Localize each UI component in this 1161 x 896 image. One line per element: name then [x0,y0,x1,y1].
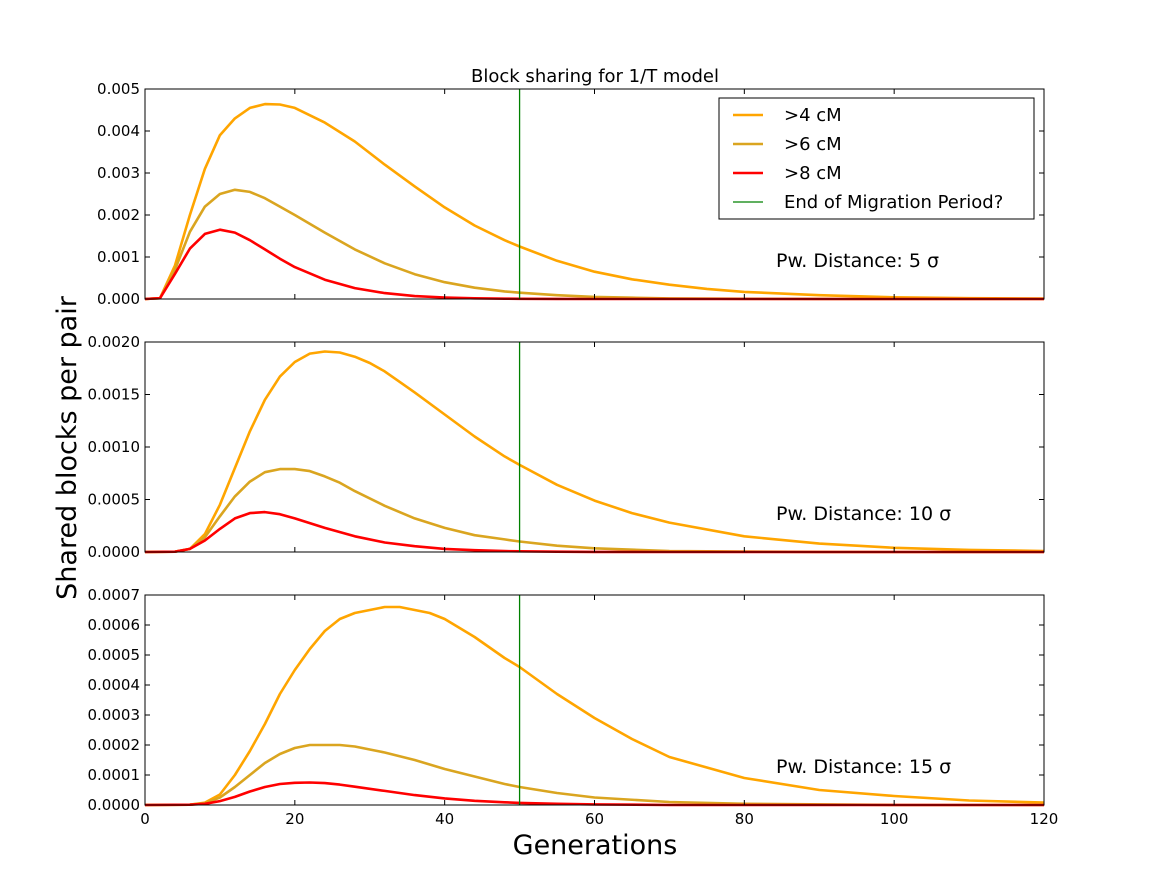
series-line-1 [144,605,1045,807]
y-tick-label: 0.0003 [88,706,141,724]
panel-1: 0.000 0.001 0.002 0.003 0.004 0.005 Pw. Distan… [97,80,1045,308]
y-tick-label: 0.0005 [88,646,141,664]
y-tick-label: 0.0000 [88,543,141,561]
y-tick-label: 0.0015 [88,386,141,404]
series-line-2 [144,467,1044,554]
legend-label-2: >6 cM [784,134,842,155]
y-tick-label: 0.0020 [88,333,141,351]
panel-annotation: Pw. Distance: 5 σ [776,250,939,272]
y-tick-label: 0.0001 [88,766,141,784]
x-tick-label: 20 [285,810,304,828]
x-tick-label: 60 [585,810,604,828]
chart-panels: 0.000 0.001 0.002 0.003 0.004 0.005 Pw. Distan… [88,80,1059,828]
chart-title: Block sharing for 1/T model [471,66,719,87]
series-line-2 [144,743,1044,807]
panel-annotation: Pw. Distance: 15 σ [776,756,951,778]
legend-label-3: >8 cM [784,163,842,184]
y-tick-label: 0.001 [97,248,140,266]
y-tick-label: 0.000 [97,290,140,308]
legend: >4 cM >6 cM >8 cM End of Migration Period? [718,97,1035,220]
y-tick-label: 0.0010 [88,438,141,456]
panel-2: 0.0000 0.0005 0.0010 0.0015 0.0020 Pw. Distan… [88,333,1045,561]
y-tick-label: 0.003 [97,164,140,182]
series-line-1 [144,350,1045,554]
series-line-1 [144,102,1045,301]
y-tick-label: 0.0002 [88,736,141,754]
x-tick-label: 40 [435,810,454,828]
x-axis-label: Generations [513,830,678,861]
legend-label-1: >4 cM [784,105,842,126]
y-tick-label: 0.0006 [88,616,141,634]
x-tick-label: 100 [880,810,909,828]
y-tick-label: 0.0005 [88,491,141,509]
legend-box [718,97,1035,220]
panel-annotation: Pw. Distance: 10 σ [776,503,951,525]
y-tick-label: 0.002 [97,206,140,224]
y-tick-label: 0.0000 [88,796,141,814]
y-axis-label: Shared blocks per pair [52,295,83,600]
y-tick-label: 0.005 [97,80,140,98]
y-tick-label: 0.0004 [88,676,141,694]
x-tick-label: 0 [140,810,150,828]
x-tick-label: 80 [735,810,754,828]
y-tick-label: 0.004 [97,122,140,140]
legend-label-4: End of Migration Period? [784,192,1003,213]
y-tick-label: 0.0007 [88,586,141,604]
x-tick-label: 120 [1030,810,1059,828]
panel-3: 0.0000 0.0001 0.0002 0.0003 0.0004 0.0005 0.00… [88,586,1059,828]
